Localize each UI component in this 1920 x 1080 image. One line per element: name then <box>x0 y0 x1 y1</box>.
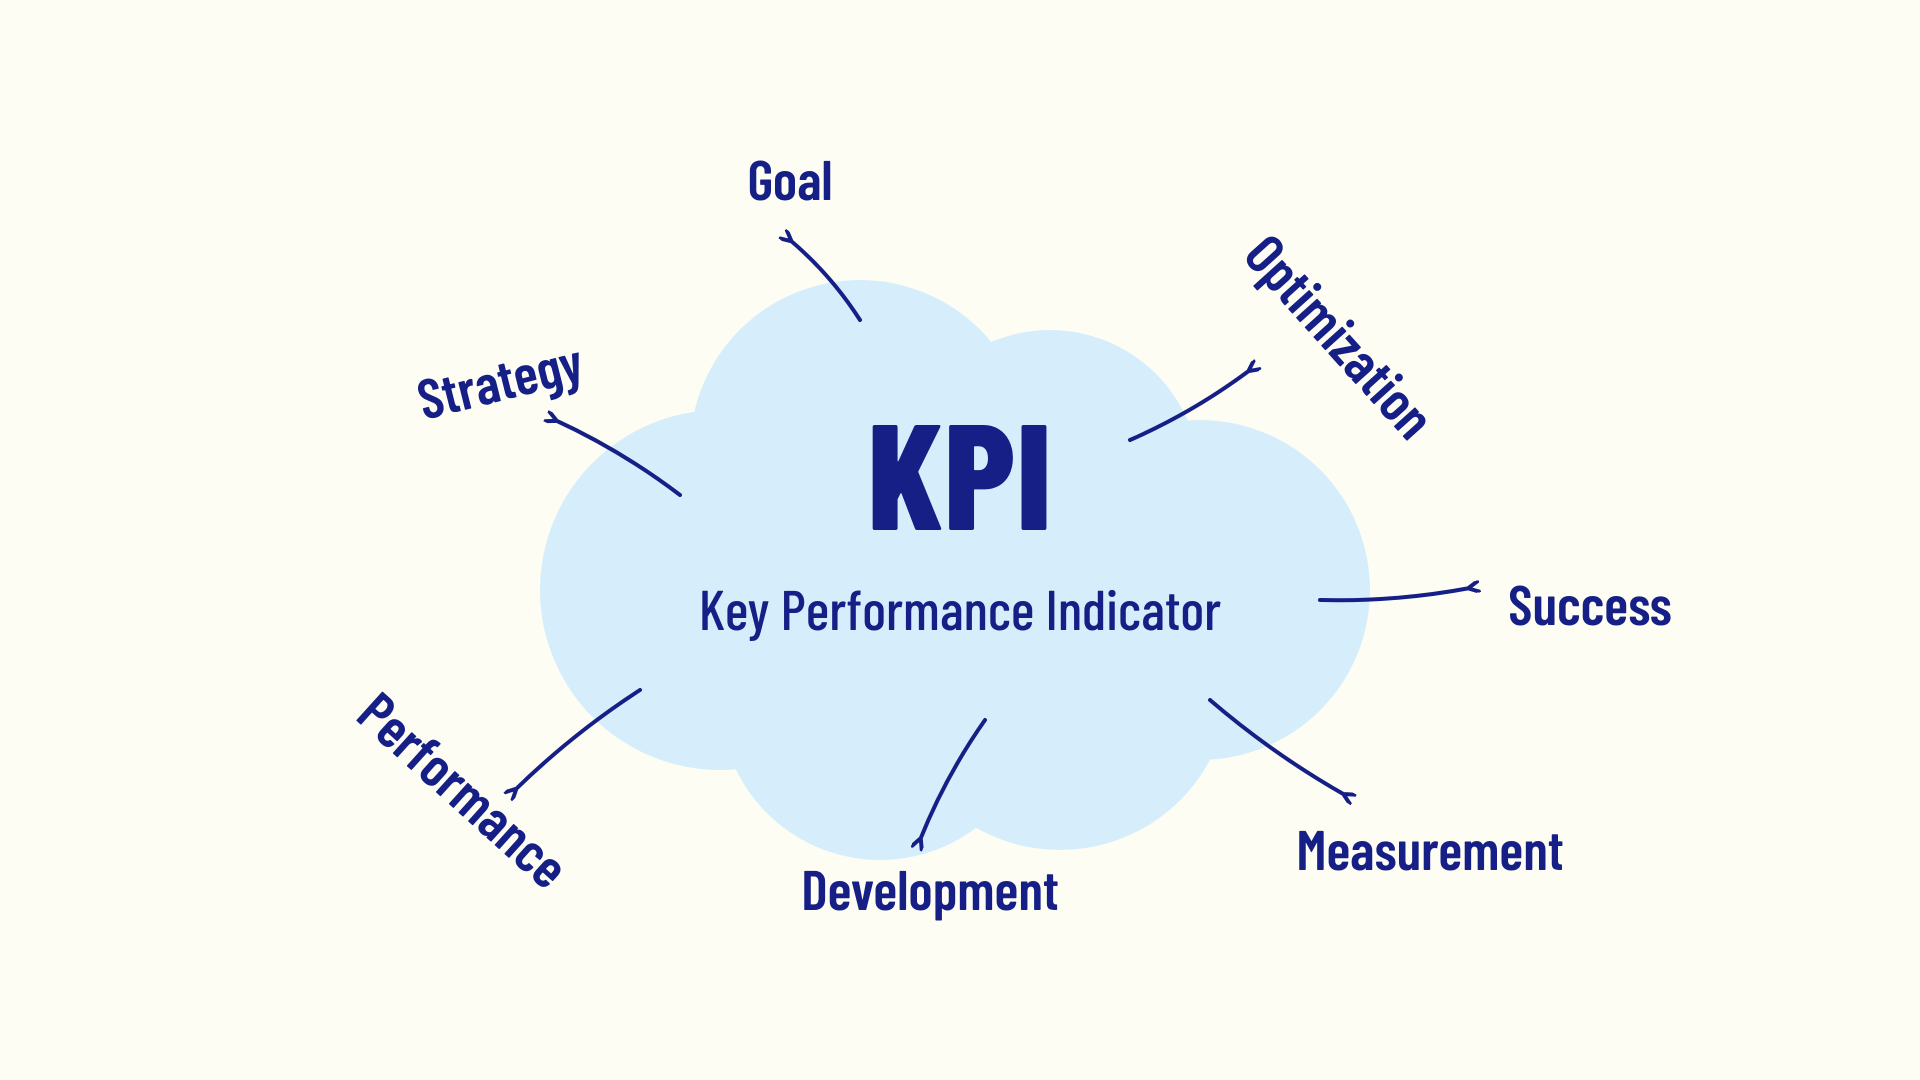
center-title: KPI <box>867 381 1052 561</box>
branch-label-success: Success <box>1508 570 1672 637</box>
mindmap-svg: KPIKey Performance IndicatorGoalStrategy… <box>0 0 1920 1080</box>
branch-label-development: Development <box>801 855 1059 922</box>
center-subtitle: Key Performance Indicator <box>699 575 1221 642</box>
branch-label-measurement: Measurement <box>1296 815 1563 882</box>
diagram-stage: KPIKey Performance IndicatorGoalStrategy… <box>0 0 1920 1080</box>
branch-label-goal: Goal <box>747 145 832 212</box>
